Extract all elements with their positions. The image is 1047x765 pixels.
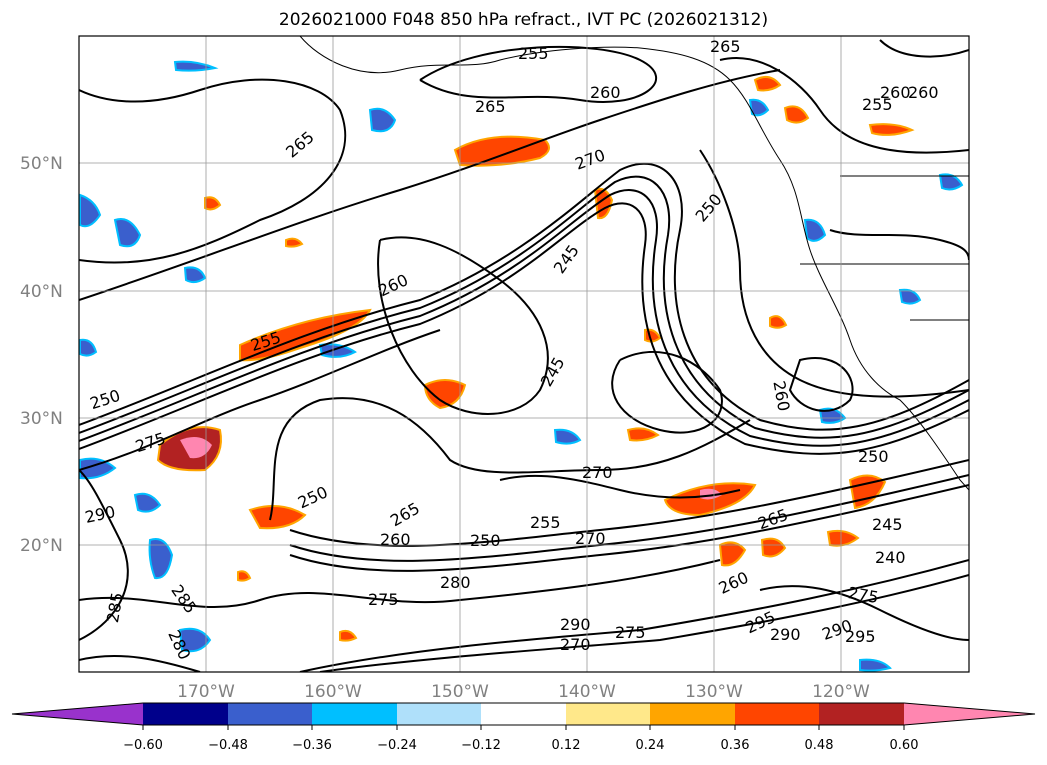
coastline bbox=[299, 36, 969, 491]
latitude-labels: 50°N 40°N 30°N 20°N bbox=[20, 154, 63, 556]
contour-label: 275 bbox=[368, 590, 399, 609]
colorbar-tick-label: −0.48 bbox=[208, 738, 248, 753]
colorbar-cell bbox=[143, 703, 228, 725]
contour-lines bbox=[79, 39, 969, 672]
lon-label-170w: 170°W bbox=[177, 682, 235, 702]
colorbar-tick-label: −0.12 bbox=[461, 738, 501, 753]
contour-label: 270 bbox=[575, 529, 606, 548]
colorbar-tick-label: 0.24 bbox=[636, 738, 665, 753]
colorbar-cell bbox=[650, 703, 735, 725]
colorbar-cell bbox=[566, 703, 650, 725]
contour-label: 275 bbox=[615, 623, 646, 642]
colorbar-tick-label: 0.48 bbox=[805, 738, 834, 753]
colorbar-cell bbox=[819, 703, 904, 725]
contour-label: 290 bbox=[770, 625, 801, 644]
colorbar-cell bbox=[228, 703, 312, 725]
contour-label: 260 bbox=[880, 83, 911, 102]
contour-label: 265 bbox=[710, 37, 741, 56]
contour-label: 255 bbox=[530, 513, 561, 532]
contour-label: 260 bbox=[590, 83, 621, 102]
map-area[interactable] bbox=[79, 36, 969, 672]
contour-label: 255 bbox=[862, 95, 893, 114]
colorbar-tick-label: 0.60 bbox=[890, 738, 919, 753]
colorbar-cell bbox=[312, 703, 397, 725]
lon-label-130w: 130°W bbox=[685, 682, 743, 702]
lon-label-160w: 160°W bbox=[304, 682, 362, 702]
contour-label: 250 bbox=[858, 447, 889, 466]
colorbar-tick-label: −0.36 bbox=[292, 738, 332, 753]
lat-label-40n: 40°N bbox=[20, 282, 63, 302]
colorbar-cell bbox=[735, 703, 819, 725]
colorbar-cell bbox=[397, 703, 481, 725]
colorbar-tick-label: −0.60 bbox=[123, 738, 163, 753]
colorbar-tick-label: 0.12 bbox=[552, 738, 581, 753]
colorbar-tick-label: 0.36 bbox=[721, 738, 750, 753]
contour-label: 265 bbox=[475, 97, 506, 116]
contour-label: 290 bbox=[560, 615, 591, 634]
longitude-labels: 170°W 160°W 150°W 140°W 130°W 120°W bbox=[177, 682, 870, 702]
colorbar-cell bbox=[12, 703, 143, 725]
lat-label-50n: 50°N bbox=[20, 154, 63, 174]
gridlines bbox=[79, 36, 969, 672]
contour-label: 270 bbox=[582, 463, 613, 482]
contour-label: 260 bbox=[908, 83, 939, 102]
contour-label: 270 bbox=[560, 635, 591, 654]
contour-label: 250 bbox=[470, 531, 501, 550]
anomaly-shading bbox=[79, 60, 964, 672]
lon-label-150w: 150°W bbox=[431, 682, 489, 702]
lat-label-20n: 20°N bbox=[20, 536, 63, 556]
contour-label: 245 bbox=[872, 515, 903, 534]
lon-label-140w: 140°W bbox=[558, 682, 616, 702]
contour-label: 260 bbox=[380, 530, 411, 549]
colorbar-cell bbox=[481, 703, 566, 725]
lat-label-30n: 30°N bbox=[20, 409, 63, 429]
colorbar-cell bbox=[904, 703, 1035, 725]
contour-label: 295 bbox=[845, 627, 876, 646]
colorbar-tick-label: −0.24 bbox=[377, 738, 417, 753]
colorbar: −0.60 −0.48 −0.36 −0.24 −0.12 0.12 0.24 … bbox=[11, 702, 1036, 753]
map-frame bbox=[78, 35, 970, 673]
contour-label: 240 bbox=[875, 548, 906, 567]
contour-label: 280 bbox=[440, 573, 471, 592]
contour-label: 255 bbox=[518, 44, 549, 63]
lon-label-120w: 120°W bbox=[812, 682, 870, 702]
map-title: 2026021000 F048 850 hPa refract., IVT PC… bbox=[278, 10, 769, 30]
